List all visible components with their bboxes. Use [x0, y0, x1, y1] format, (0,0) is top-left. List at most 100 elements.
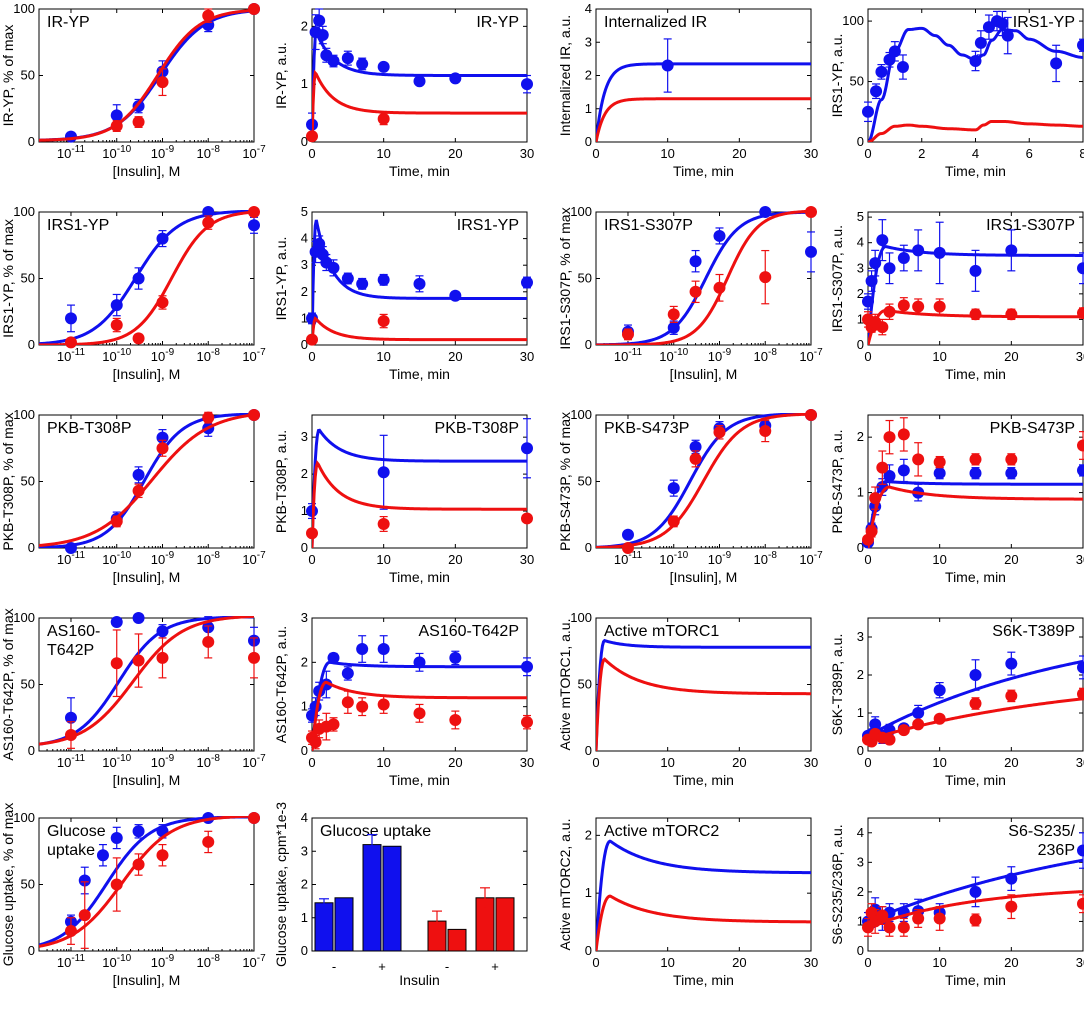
panel-title: Glucose [47, 823, 106, 840]
x-tick-label: 10-9 [151, 550, 175, 567]
data-point-control [132, 468, 145, 481]
data-point-diabetic [1005, 900, 1018, 913]
data-point-control [110, 615, 123, 628]
y-tick-label: 4 [857, 235, 864, 250]
panel-p3: 0 50 100 0 2 4 6 8 IRS1-YP Time, min IRS1-YP, a.u. [829, 8, 1084, 179]
data-point-control [449, 289, 462, 302]
data-point-diabetic [377, 112, 390, 125]
x-axis-label: Time, min [389, 366, 450, 382]
data-point-diabetic [912, 453, 925, 466]
panel-title: PKB-S473P [990, 420, 1075, 437]
axes-box [867, 414, 1084, 549]
y-tick-label: 1 [585, 885, 592, 900]
data-point-diabetic [110, 657, 123, 670]
panel-title: AS160- [47, 623, 100, 640]
y-tick-label: 0 [857, 943, 864, 958]
x-tick-label: 10-8 [754, 550, 778, 567]
x-tick-label: 10 [932, 755, 946, 770]
data-point-control [341, 52, 354, 65]
data-point-diabetic [759, 271, 772, 284]
x-tick-label: 10-10 [659, 550, 688, 567]
data-point-control [132, 272, 145, 285]
panel-title: IRS1-S307P [604, 217, 693, 234]
data-point-diabetic [248, 812, 260, 824]
data-point-control [132, 612, 145, 624]
data-point-control [1005, 467, 1018, 480]
data-point-diabetic [969, 308, 982, 321]
data-point-diabetic [621, 542, 634, 554]
data-point-diabetic [876, 909, 889, 922]
data-point-diabetic [897, 428, 910, 441]
y-tick-label: 1 [301, 699, 308, 714]
data-point-diabetic [413, 707, 426, 720]
data-point-diabetic [969, 697, 982, 710]
x-tick-label: 10-10 [102, 550, 131, 567]
y-tick-label: 2 [301, 18, 308, 33]
x-axis-label: [Insulin], M [113, 163, 181, 179]
data-point-diabetic [377, 698, 390, 711]
y-tick-label: 1 [857, 705, 864, 720]
y-tick-label: 0 [28, 943, 35, 958]
x-tick-label: 10-10 [659, 347, 688, 364]
panel-title: IRS1-YP [457, 217, 519, 234]
data-point-diabetic [759, 424, 772, 437]
y-tick-label: 1 [857, 485, 864, 500]
x-tick-label: 30 [520, 146, 534, 161]
panel-title: IRS1-YP [1013, 14, 1075, 31]
data-point-control [1005, 872, 1018, 885]
y-tick-label: 2 [857, 429, 864, 444]
data-point-diabetic [883, 305, 896, 318]
bar-diabetic [447, 928, 467, 952]
x-tick-label: 8 [1079, 146, 1084, 161]
panel-title: IR-YP [47, 14, 90, 31]
data-point-diabetic [248, 206, 260, 218]
data-point-control [875, 65, 888, 78]
data-point-control [413, 656, 426, 669]
y-tick-label: 0 [857, 337, 864, 352]
data-point-diabetic [248, 651, 260, 664]
data-point-diabetic [1077, 439, 1084, 452]
y-axis-label: S6K-T389P, a.u. [829, 634, 845, 736]
data-point-diabetic [689, 285, 702, 298]
data-point-diabetic [202, 835, 215, 848]
data-point-control [132, 825, 145, 838]
axes-box [595, 817, 812, 952]
x-tick-label: 0 [864, 552, 871, 567]
y-tick-label: 100 [13, 610, 35, 625]
y-axis-label: PKB-S473P, % of max [557, 412, 573, 551]
panel-p14: 0 50 100 0 10 20 30 Active mTORC1 Time, min Activ… [557, 610, 818, 788]
data-point-diabetic [132, 116, 145, 129]
data-point-diabetic [883, 733, 896, 746]
x-tick-label: 10-8 [197, 550, 221, 567]
x-tick-label: 10 [932, 349, 946, 364]
model-line-control [596, 638, 811, 751]
data-point-diabetic [897, 921, 910, 934]
data-point-diabetic [1077, 688, 1084, 700]
axes-box [867, 617, 1084, 752]
x-tick-label: 10-11 [57, 144, 86, 161]
data-point-control [759, 206, 772, 218]
data-point-diabetic [713, 426, 726, 439]
x-tick-label: 0 [308, 146, 315, 161]
data-point-diabetic [912, 718, 925, 731]
x-tick-label: 30 [1076, 955, 1084, 970]
data-point-diabetic [1077, 307, 1084, 320]
y-tick-label: 100 [13, 1, 35, 16]
x-tick-label: 10-10 [102, 144, 131, 161]
x-tick-label: 10-7 [242, 144, 266, 161]
y-axis-label: Glucose uptake, % of max [0, 803, 16, 966]
data-point-control [64, 542, 77, 554]
x-tick-label: 30 [520, 349, 534, 364]
model-line-control [868, 480, 1083, 548]
x-tick-label: 10 [932, 955, 946, 970]
panel-title: T642P [47, 642, 94, 659]
data-point-diabetic [667, 308, 680, 321]
data-point-diabetic [132, 332, 145, 345]
model-line-diabetic [596, 894, 811, 951]
y-tick-label: 1 [857, 913, 864, 928]
data-point-control [1077, 464, 1084, 477]
y-tick-label: 0 [301, 540, 308, 555]
